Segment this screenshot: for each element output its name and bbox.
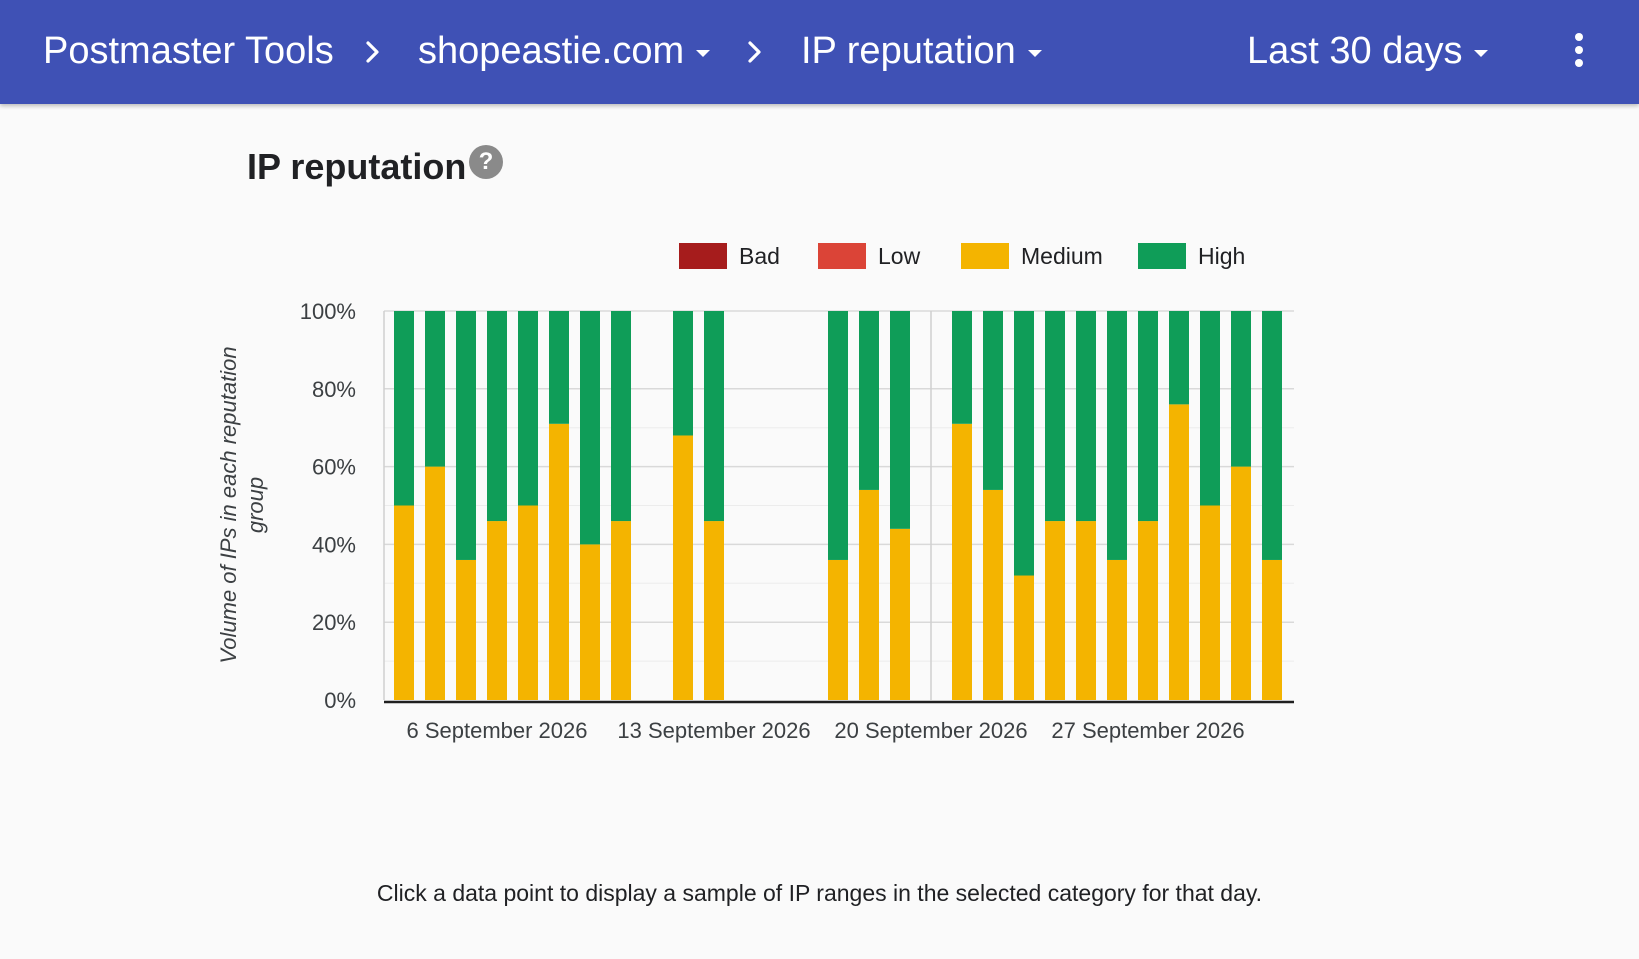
bar-segment-medium: [1014, 575, 1034, 700]
bar-segment-medium: [456, 559, 476, 700]
domain-dropdown[interactable]: shopeastie.com: [418, 28, 711, 74]
bar-segment-medium: [673, 435, 693, 700]
more-vert-icon[interactable]: [1558, 28, 1600, 74]
bar-segment-medium: [425, 466, 445, 700]
bar-segment-medium: [611, 521, 631, 700]
bar-segment-medium: [1231, 466, 1251, 700]
bar-segment-high: [456, 311, 476, 560]
legend-label-medium: Medium: [1021, 242, 1103, 269]
bar-segment-medium: [1138, 521, 1158, 700]
bar-segment-high: [673, 311, 693, 436]
bar-segment-high: [1231, 311, 1251, 467]
x-tick-label: 6 September 2026: [406, 718, 587, 743]
legend-label-bad: Bad: [739, 242, 780, 269]
bar-segment-high: [1107, 311, 1127, 560]
y-tick-label: 40%: [312, 532, 356, 557]
bar-segment-medium: [1045, 521, 1065, 700]
bar-segment-high: [487, 311, 507, 522]
bar-segment-high: [1076, 311, 1096, 522]
legend-label-low: Low: [878, 242, 921, 269]
bar-segment-medium: [828, 559, 848, 700]
bar-segment-high: [549, 311, 569, 424]
bar-segment-high: [1262, 311, 1282, 560]
bar-segment-medium: [1262, 559, 1282, 700]
bar-segment-medium: [859, 489, 879, 700]
y-axis-title: Volume of IPs in each reputationgroup: [216, 346, 268, 663]
chevron-right-icon: [735, 32, 775, 72]
x-tick-label: 27 September 2026: [1051, 718, 1244, 743]
bar-segment-high: [983, 311, 1003, 490]
bar-segment-medium: [487, 521, 507, 700]
app-title: Postmaster Tools: [43, 30, 334, 72]
chart-hint-text: Click a data point to display a sample o…: [376, 880, 1263, 906]
bar-segment-high: [890, 311, 910, 529]
bar-segment-high: [859, 311, 879, 490]
bar-segment-medium: [952, 423, 972, 700]
legend-swatch-low: [818, 243, 866, 269]
legend-item-high[interactable]: High: [1138, 243, 1245, 269]
y-tick-label: 80%: [312, 377, 356, 402]
bar-segment-medium: [394, 505, 414, 700]
bar-segment-high: [394, 311, 414, 506]
bar-segment-medium: [1200, 505, 1220, 700]
bar-segment-medium: [1107, 559, 1127, 700]
bar-segment-medium: [890, 528, 910, 700]
y-tick-label: 20%: [312, 610, 356, 635]
help-icon[interactable]: ?: [469, 145, 503, 179]
bar-segment-medium: [983, 489, 1003, 700]
legend-item-low[interactable]: Low: [818, 243, 920, 269]
ip-reputation-chart: 0% 20% 40% 60% 80% 100% Volume of IPs in each …: [216, 299, 1294, 743]
bar-segment-high: [828, 311, 848, 560]
report-label: IP reputation: [801, 30, 1016, 72]
bar-segment-high: [1200, 311, 1220, 506]
bar-segment-medium: [518, 505, 538, 700]
bar-segment-medium: [1076, 521, 1096, 700]
y-tick-label: 100%: [300, 299, 356, 324]
top-app-bar: Postmaster Tools shopeastie.com IP reput…: [0, 0, 1639, 104]
legend-swatch-high: [1138, 243, 1186, 269]
x-tick-label: 20 September 2026: [834, 718, 1027, 743]
legend-item-bad[interactable]: Bad: [679, 243, 780, 269]
chevron-right-icon: [353, 32, 393, 72]
x-tick-label: 13 September 2026: [617, 718, 810, 743]
bar-segment-high: [952, 311, 972, 424]
caret-down-icon: [696, 49, 711, 57]
bar-segment-high: [580, 311, 600, 545]
legend-swatch-medium: [961, 243, 1009, 269]
bar-segment-high: [1014, 311, 1034, 576]
domain-label: shopeastie.com: [418, 30, 685, 72]
bar-segment-medium: [580, 544, 600, 700]
report-dropdown[interactable]: IP reputation: [801, 28, 1042, 74]
bar-segment-high: [1045, 311, 1065, 522]
bar-segment-medium: [704, 521, 724, 700]
bar-segment-medium: [549, 423, 569, 700]
page-title: IP reputation: [247, 146, 467, 187]
breadcrumb-app-title[interactable]: Postmaster Tools: [43, 28, 334, 74]
bar-segment-high: [425, 311, 445, 467]
date-range-dropdown[interactable]: Last 30 days: [1247, 28, 1489, 74]
y-tick-label: 60%: [312, 455, 356, 480]
legend-item-medium[interactable]: Medium: [961, 243, 1103, 269]
bar-segment-high: [1138, 311, 1158, 522]
bar-segment-medium: [1169, 404, 1189, 700]
caret-down-icon: [1027, 49, 1042, 57]
bar-segment-high: [1169, 311, 1189, 405]
date-range-label: Last 30 days: [1247, 30, 1463, 72]
bar-segment-high: [518, 311, 538, 506]
legend-swatch-bad: [679, 243, 727, 269]
y-tick-label: 0%: [324, 688, 356, 713]
caret-down-icon: [1474, 49, 1489, 57]
legend-label-high: High: [1198, 242, 1246, 269]
bar-segment-high: [704, 311, 724, 522]
bar-segment-high: [611, 311, 631, 522]
